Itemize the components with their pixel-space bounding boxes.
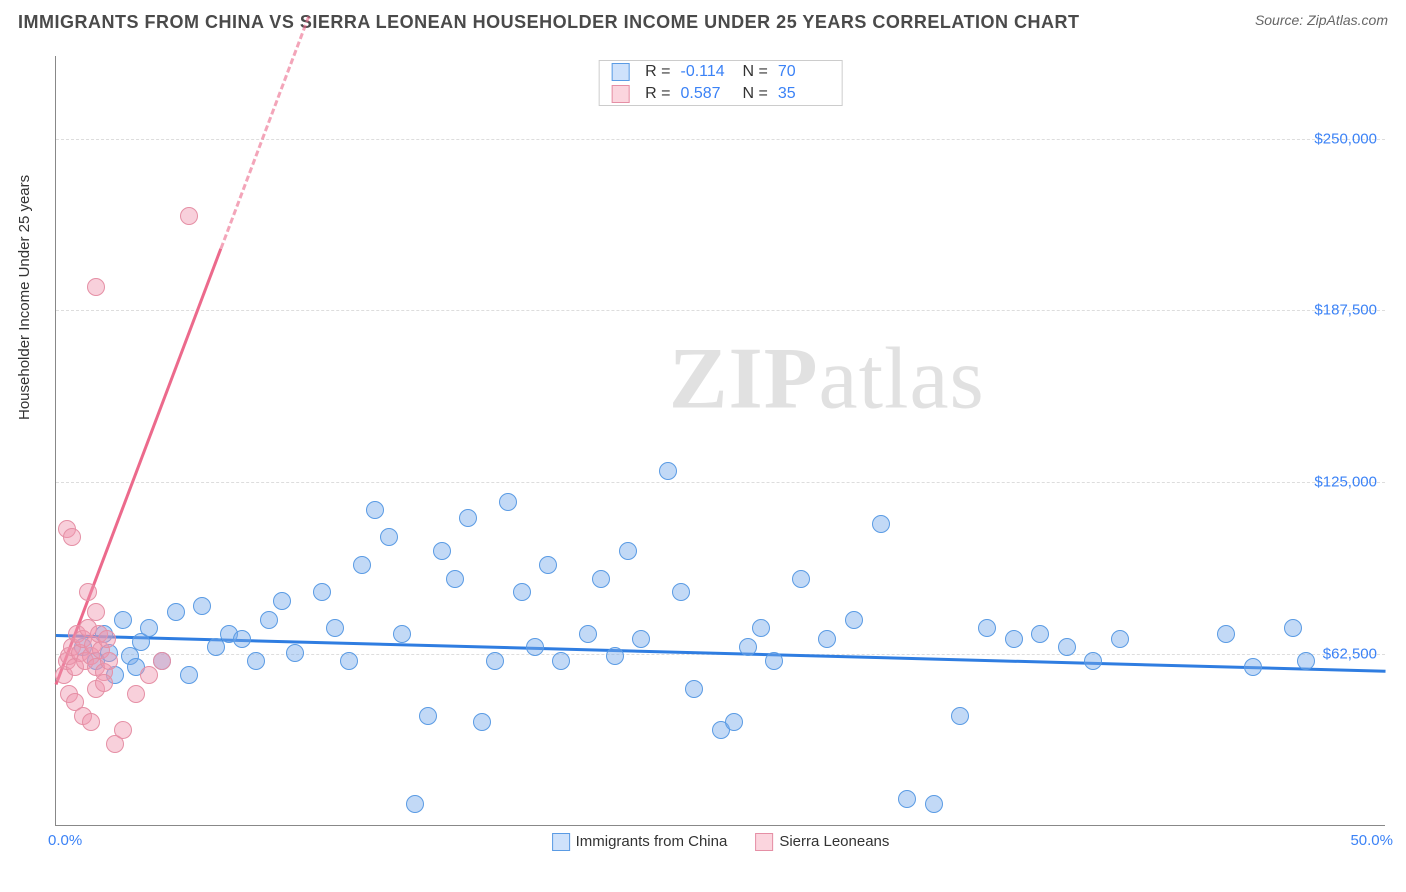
data-point bbox=[273, 592, 291, 610]
data-point bbox=[1297, 652, 1315, 670]
x-tick-label: 50.0% bbox=[1350, 832, 1393, 849]
y-tick-label: $62,500 bbox=[1323, 646, 1377, 663]
data-point bbox=[792, 570, 810, 588]
data-point bbox=[98, 630, 116, 648]
data-point bbox=[459, 509, 477, 527]
gridline bbox=[56, 310, 1385, 311]
data-point bbox=[579, 625, 597, 643]
legend-item: Immigrants from China bbox=[552, 833, 728, 851]
data-point bbox=[419, 707, 437, 725]
data-point bbox=[353, 556, 371, 574]
data-point bbox=[95, 674, 113, 692]
data-point bbox=[552, 652, 570, 670]
data-point bbox=[845, 611, 863, 629]
data-point bbox=[739, 638, 757, 656]
gridline bbox=[56, 482, 1385, 483]
data-point bbox=[167, 603, 185, 621]
source-attribution: Source: ZipAtlas.com bbox=[1255, 12, 1388, 28]
data-point bbox=[1111, 630, 1129, 648]
data-point bbox=[326, 619, 344, 637]
data-point bbox=[127, 685, 145, 703]
data-point bbox=[114, 611, 132, 629]
data-point bbox=[340, 652, 358, 670]
data-point bbox=[433, 542, 451, 560]
data-point bbox=[1084, 652, 1102, 670]
data-point bbox=[951, 707, 969, 725]
data-point bbox=[87, 603, 105, 621]
data-point bbox=[193, 597, 211, 615]
watermark: ZIPatlas bbox=[669, 328, 985, 429]
stat-row: R =0.587N =35 bbox=[599, 83, 842, 105]
data-point bbox=[818, 630, 836, 648]
y-axis-title: Householder Income Under 25 years bbox=[16, 175, 33, 420]
y-tick-label: $187,500 bbox=[1314, 302, 1377, 319]
data-point bbox=[207, 638, 225, 656]
data-point bbox=[486, 652, 504, 670]
data-point bbox=[114, 721, 132, 739]
data-point bbox=[473, 713, 491, 731]
data-point bbox=[898, 790, 916, 808]
data-point bbox=[606, 647, 624, 665]
data-point bbox=[1217, 625, 1235, 643]
data-point bbox=[1005, 630, 1023, 648]
trend-line bbox=[55, 248, 223, 685]
data-point bbox=[978, 619, 996, 637]
trend-line bbox=[220, 16, 311, 249]
legend-item: Sierra Leoneans bbox=[755, 833, 889, 851]
data-point bbox=[380, 528, 398, 546]
data-point bbox=[685, 680, 703, 698]
data-point bbox=[925, 795, 943, 813]
data-point bbox=[180, 207, 198, 225]
data-point bbox=[313, 583, 331, 601]
data-point bbox=[672, 583, 690, 601]
data-point bbox=[659, 462, 677, 480]
gridline bbox=[56, 139, 1385, 140]
data-point bbox=[82, 713, 100, 731]
data-point bbox=[725, 713, 743, 731]
data-point bbox=[619, 542, 637, 560]
data-point bbox=[632, 630, 650, 648]
data-point bbox=[63, 528, 81, 546]
data-point bbox=[366, 501, 384, 519]
data-point bbox=[87, 278, 105, 296]
data-point bbox=[513, 583, 531, 601]
data-point bbox=[765, 652, 783, 670]
data-point bbox=[1031, 625, 1049, 643]
data-point bbox=[180, 666, 198, 684]
data-point bbox=[140, 619, 158, 637]
chart-title: IMMIGRANTS FROM CHINA VS SIERRA LEONEAN … bbox=[18, 12, 1080, 33]
data-point bbox=[406, 795, 424, 813]
data-point bbox=[872, 515, 890, 533]
data-point bbox=[526, 638, 544, 656]
data-point bbox=[100, 652, 118, 670]
data-point bbox=[1244, 658, 1262, 676]
data-point bbox=[1058, 638, 1076, 656]
data-point bbox=[233, 630, 251, 648]
correlation-stats-box: R =-0.114N =70R =0.587N =35 bbox=[598, 60, 843, 106]
data-point bbox=[260, 611, 278, 629]
data-point bbox=[752, 619, 770, 637]
data-point bbox=[592, 570, 610, 588]
x-tick-label: 0.0% bbox=[48, 832, 82, 849]
data-point bbox=[539, 556, 557, 574]
stat-row: R =-0.114N =70 bbox=[599, 61, 842, 83]
scatter-plot-area: ZIPatlas R =-0.114N =70R =0.587N =35 Imm… bbox=[55, 56, 1385, 826]
y-tick-label: $125,000 bbox=[1314, 474, 1377, 491]
data-point bbox=[446, 570, 464, 588]
data-point bbox=[79, 583, 97, 601]
y-tick-label: $250,000 bbox=[1314, 130, 1377, 147]
x-axis-legend: Immigrants from China Sierra Leoneans bbox=[552, 833, 890, 851]
data-point bbox=[286, 644, 304, 662]
data-point bbox=[153, 652, 171, 670]
data-point bbox=[393, 625, 411, 643]
data-point bbox=[140, 666, 158, 684]
data-point bbox=[1284, 619, 1302, 637]
data-point bbox=[499, 493, 517, 511]
data-point bbox=[247, 652, 265, 670]
